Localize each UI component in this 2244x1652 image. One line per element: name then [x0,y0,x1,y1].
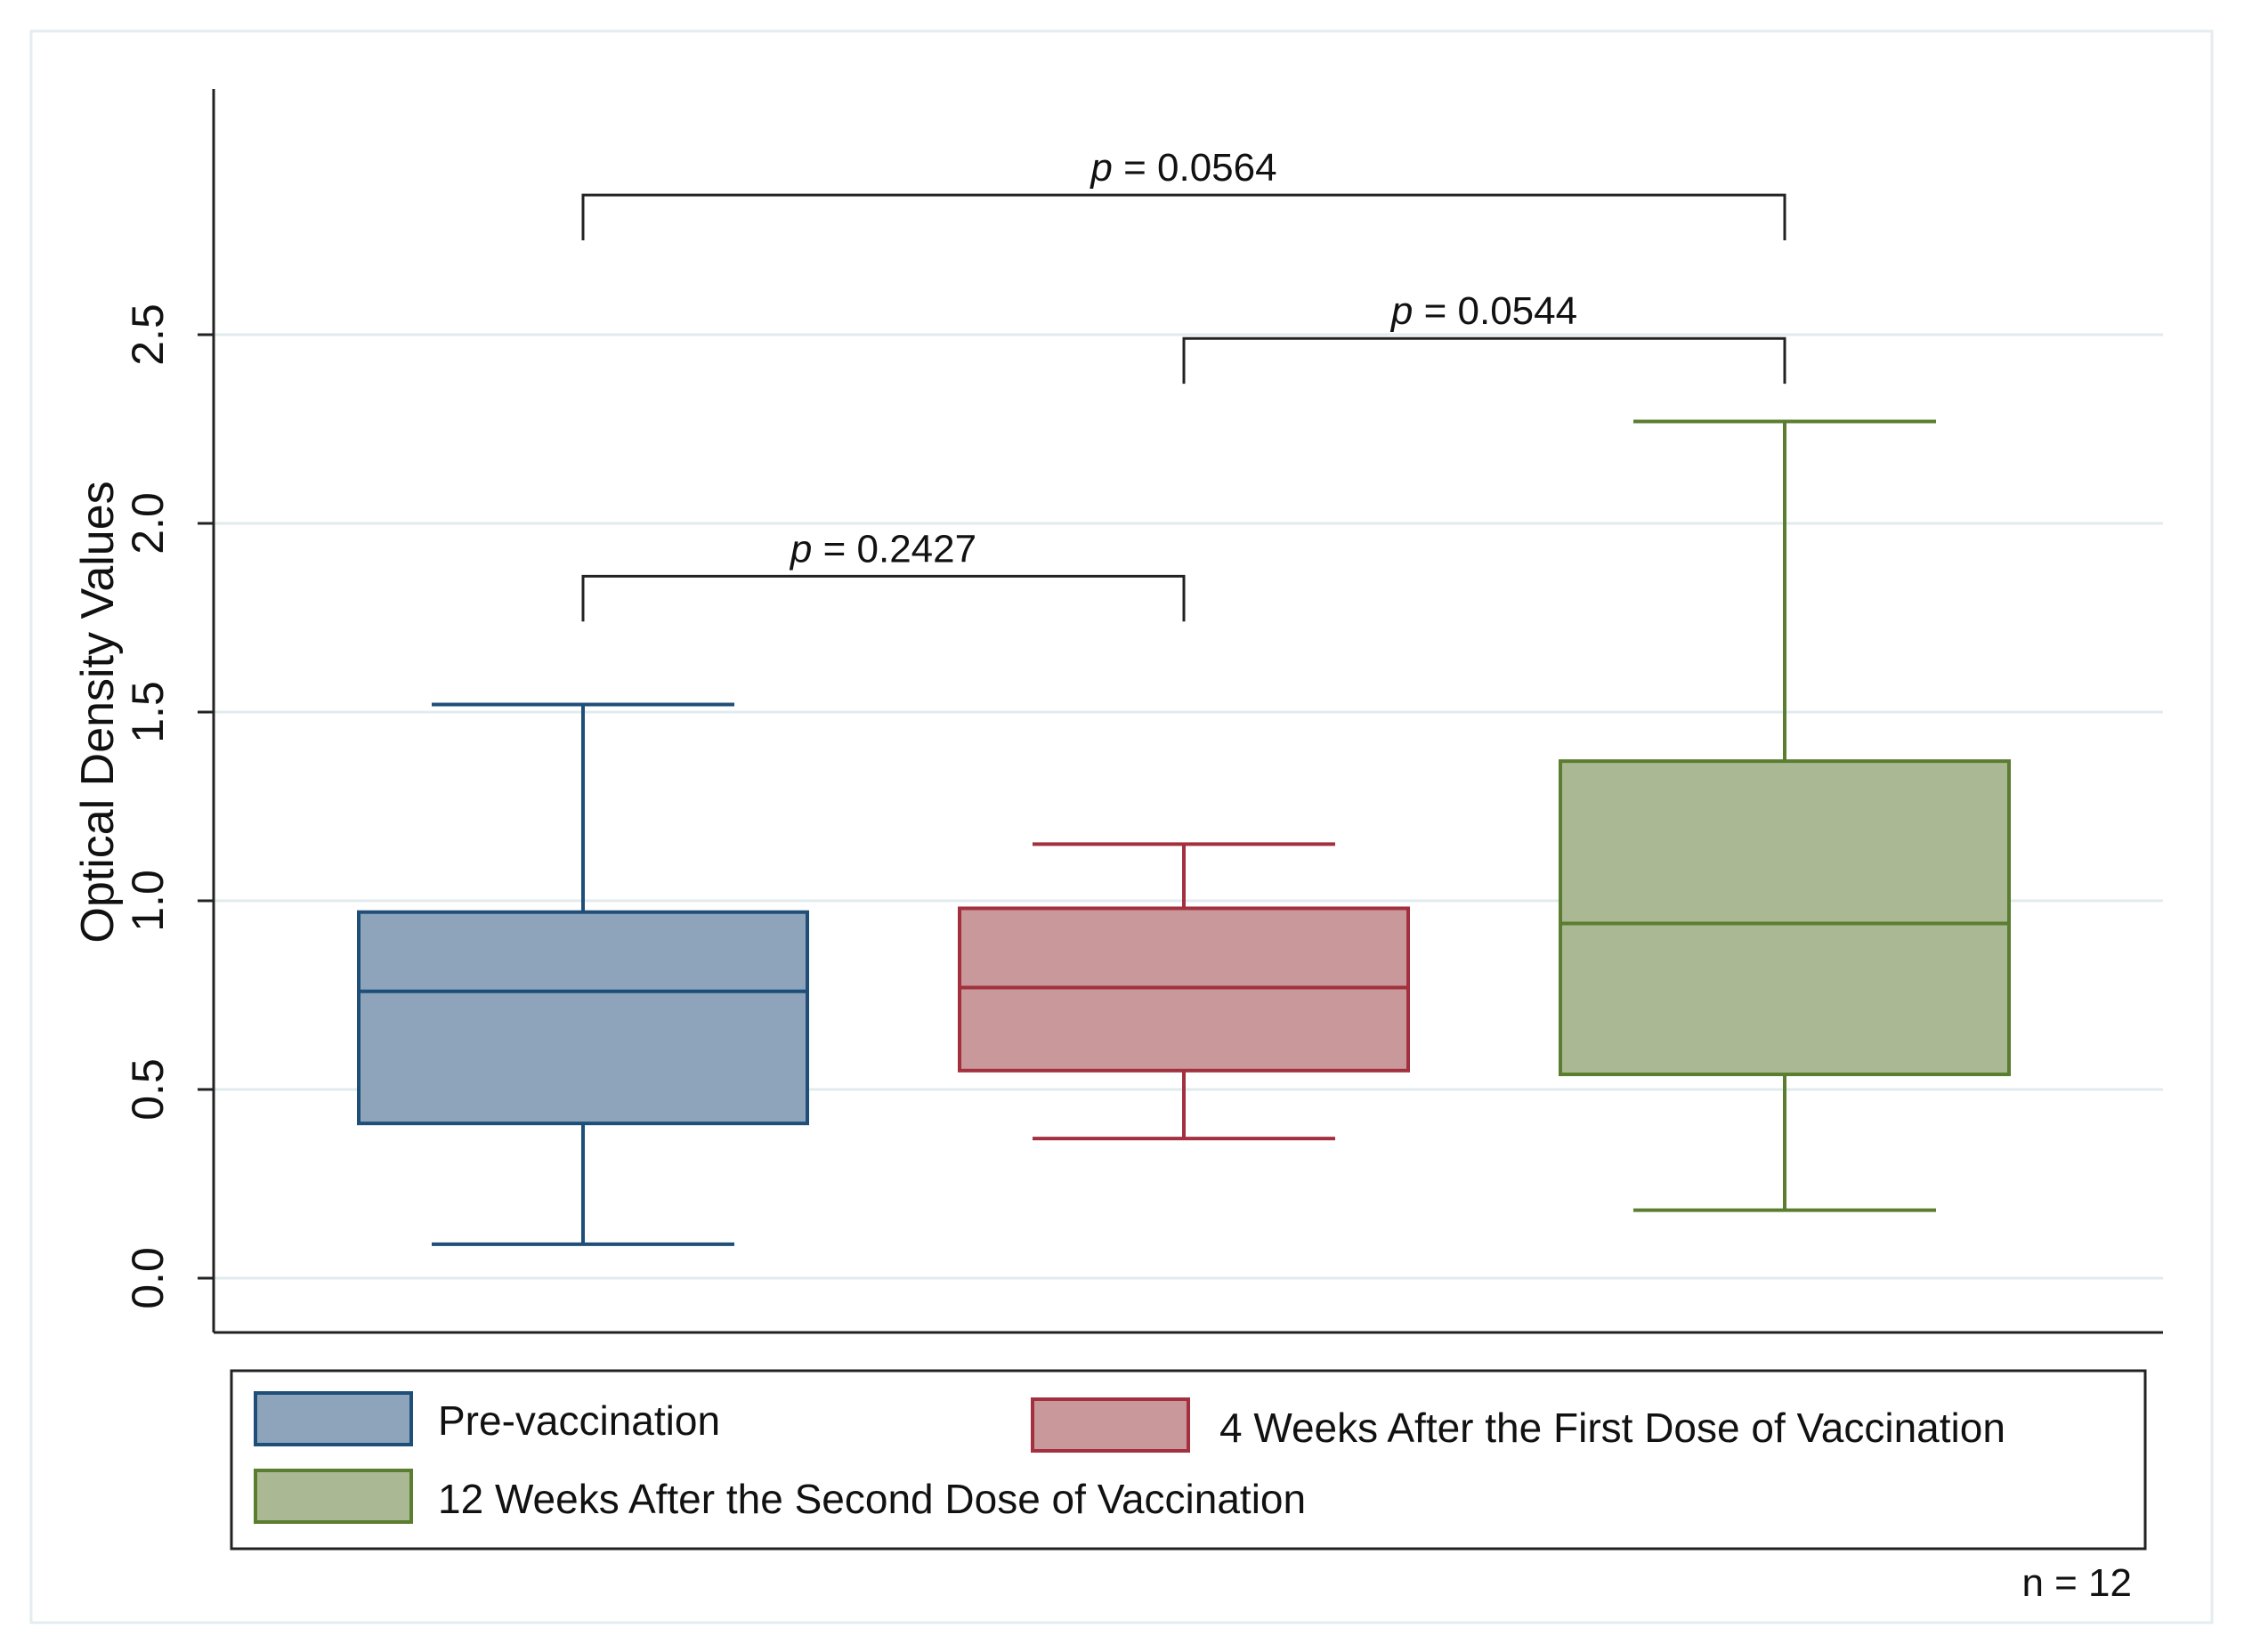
legend-item-2: 4 Weeks After the First Dose of Vaccinat… [1031,1397,2005,1453]
legend-swatch [254,1391,413,1446]
legend-label: 12 Weeks After the Second Dose of Vaccin… [438,1476,1306,1522]
y-tick-label: 0.5 [123,1058,173,1121]
y-tick-label: 2.0 [123,492,173,555]
p-value-label: p = 0.0564 [1089,146,1276,190]
legend: Pre-vaccination 4 Weeks After the First D… [254,1391,2005,1524]
legend-label: Pre-vaccination [438,1397,720,1444]
sample-size-note: n = 12 [2021,1561,2132,1605]
box-1 [357,702,809,1246]
y-tick-label: 2.5 [123,304,173,366]
interquartile-box [1559,759,2011,1077]
box-3 [1559,419,2011,1212]
y-tick-label: 1.0 [123,870,173,932]
p-value-label: p = 0.2427 [789,527,976,571]
interquartile-box [357,910,809,1126]
p-value-label: p = 0.0544 [1389,289,1577,333]
legend-item-1: Pre-vaccination [254,1391,720,1446]
box-2 [958,842,1410,1141]
legend-swatch [1031,1397,1190,1453]
bracket-line [1182,336,1786,385]
y-tick-label: 1.5 [123,681,173,743]
comparison-bracket-2: p = 0.0544 [1182,289,1786,385]
box-series [357,419,2011,1246]
legend-item-3: 12 Weeks After the Second Dose of Vaccin… [254,1469,1306,1524]
y-axis-ticks: 0.0 0.5 1.0 1.5 2.0 2.5 [123,304,214,1309]
bracket-line [581,574,1186,622]
y-axis-label: Optical Density Values [72,481,124,943]
comparison-bracket-3: p = 0.0564 [581,146,1786,240]
legend-swatch [254,1469,413,1524]
legend-label: 4 Weeks After the First Dose of Vaccinat… [1219,1405,2005,1451]
comparison-bracket-1: p = 0.2427 [581,527,1186,622]
y-tick-label: 0.0 [123,1247,173,1309]
significance-brackets: p = 0.2427 p = 0.0544 p = 0.0564 [581,146,1786,622]
interquartile-box [958,906,1410,1073]
bracket-line [581,193,1786,240]
